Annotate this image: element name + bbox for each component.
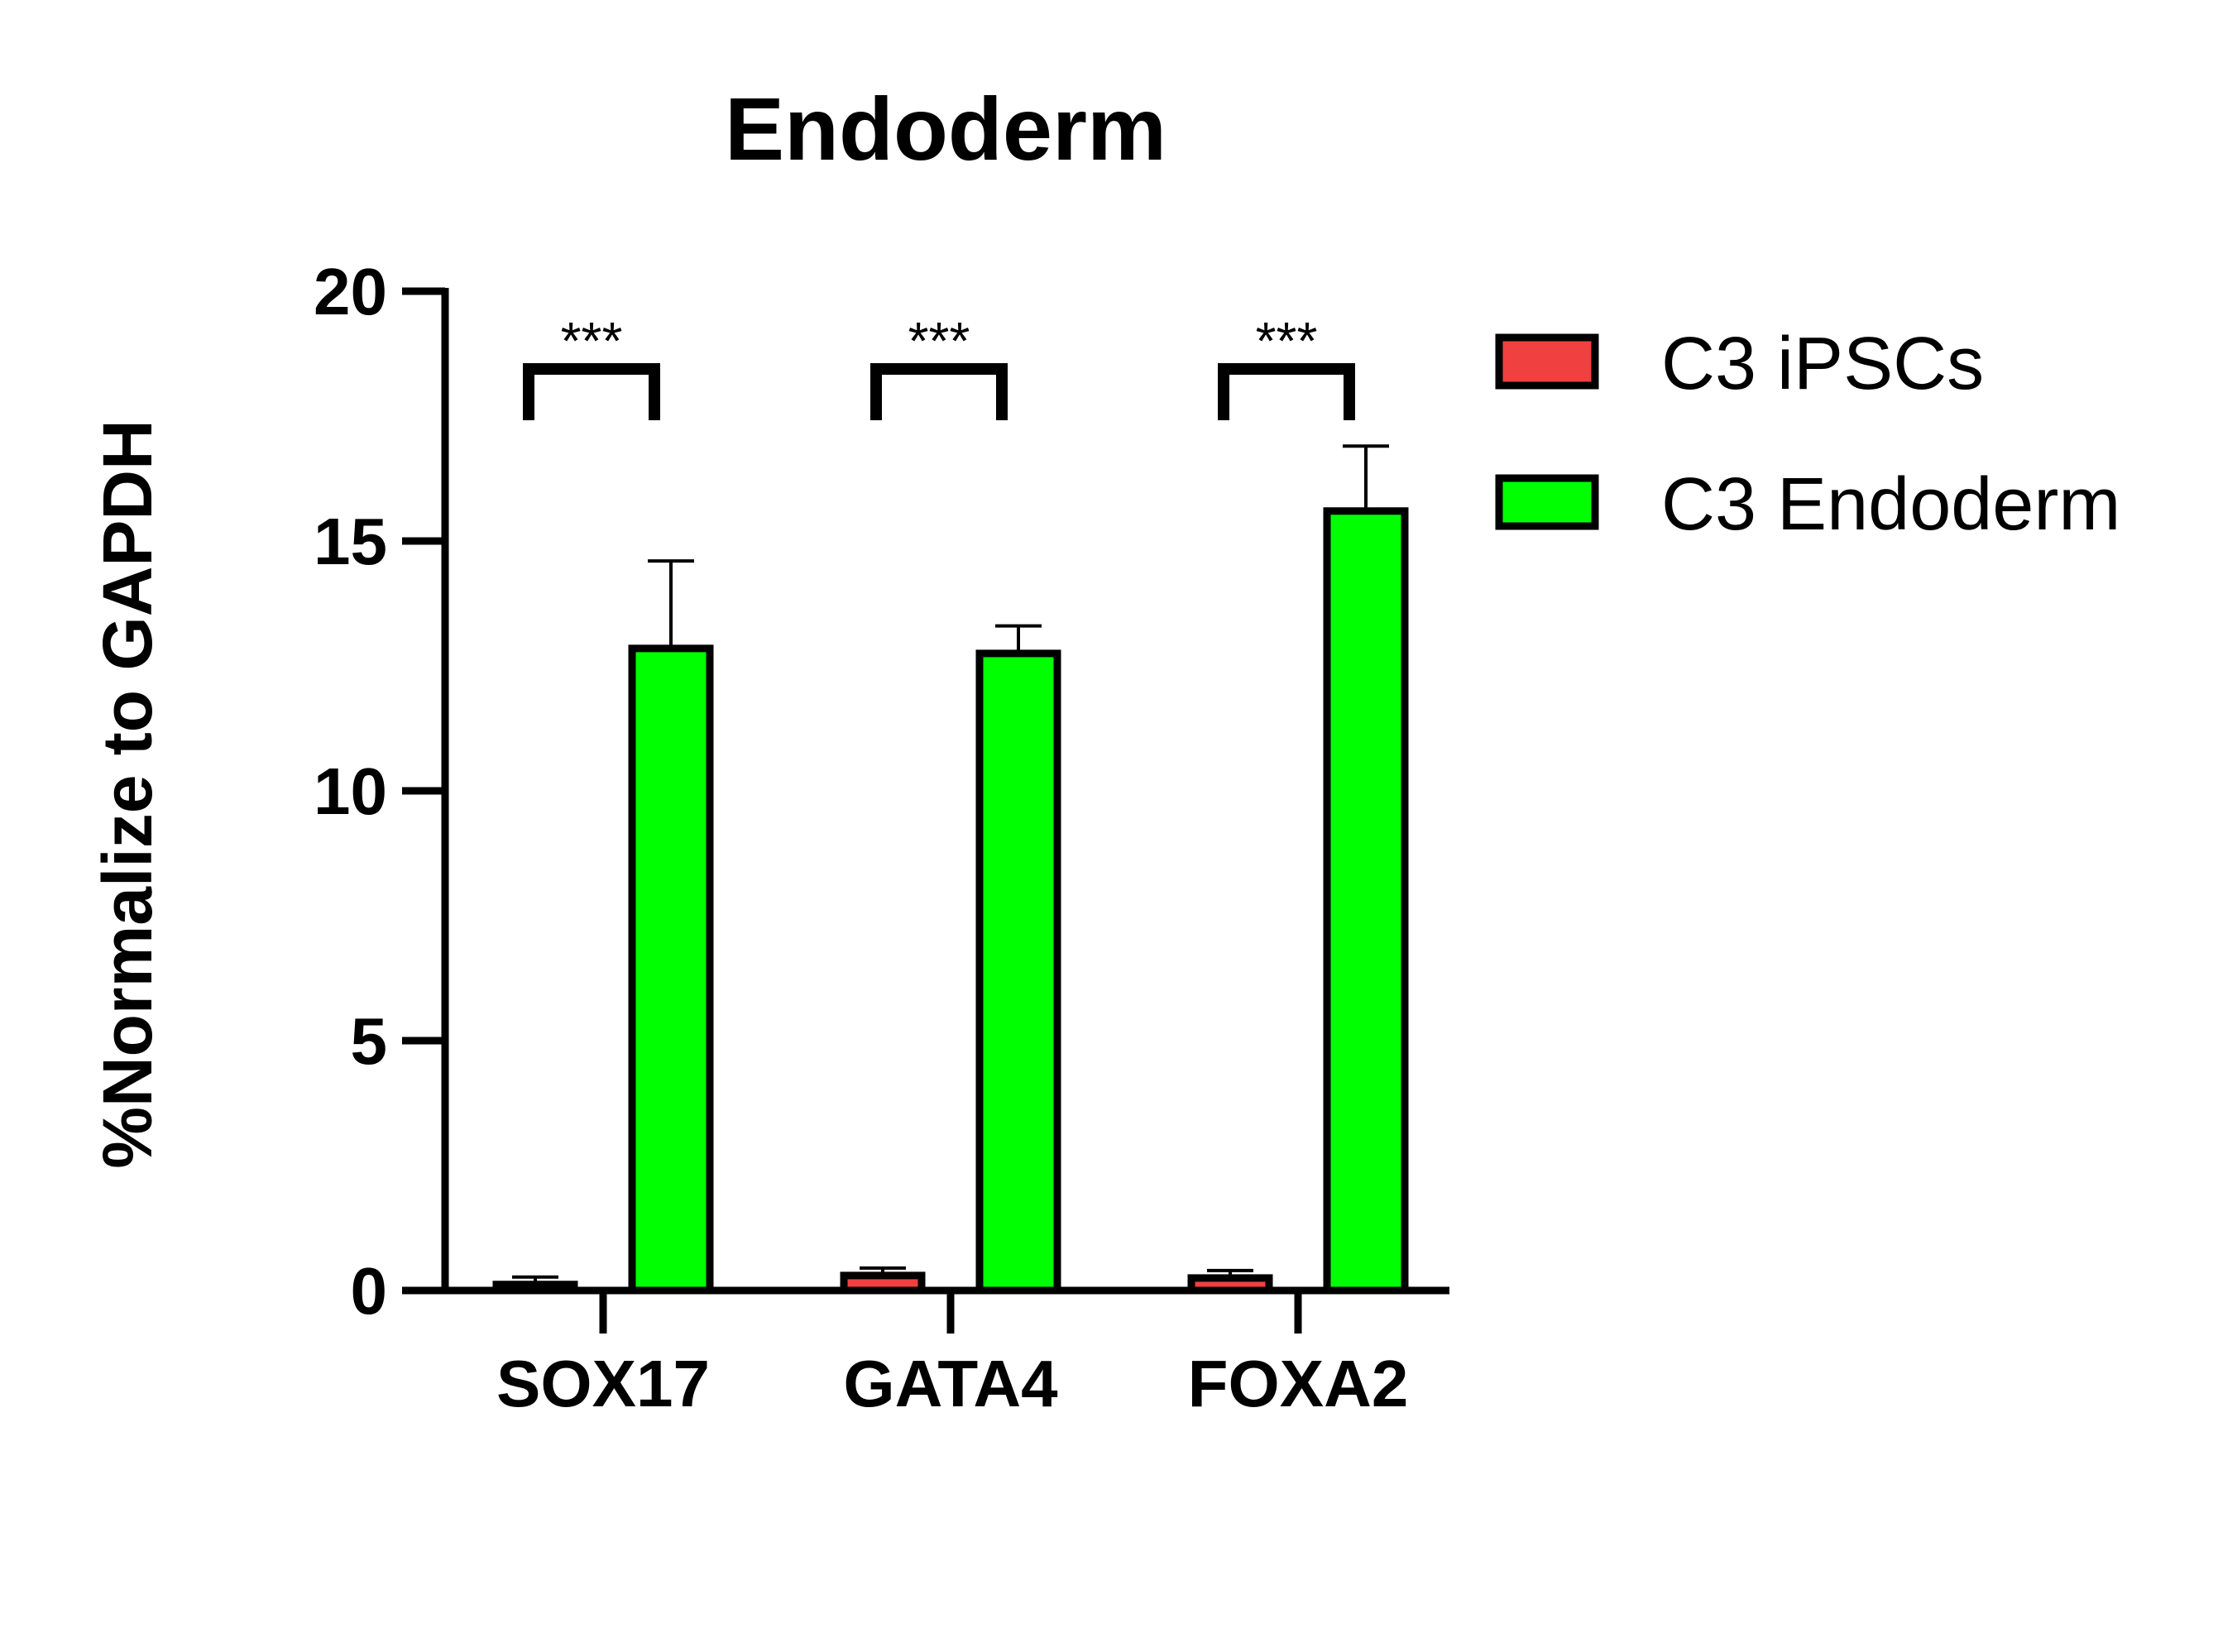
- significance-bracket: [523, 363, 660, 420]
- legend-swatch: [1495, 474, 1599, 530]
- legend: C3 iPSCs C3 Endoderm: [1495, 323, 2120, 546]
- x-tick-label: SOX17: [496, 1347, 710, 1420]
- significance-label: ***: [561, 311, 623, 371]
- y-tick-label: 20: [314, 255, 387, 328]
- legend-swatch: [1495, 333, 1599, 390]
- significance-group: *** *** ***: [523, 311, 1355, 420]
- x-tick-label: GATA4: [843, 1347, 1058, 1420]
- bar-c3-endoderm: [1323, 507, 1409, 1295]
- legend-label: C3 iPSCs: [1661, 323, 1984, 405]
- significance-bracket: [870, 363, 1008, 420]
- y-tick-label: 0: [351, 1254, 388, 1328]
- bar-c3-ipscs: [840, 1271, 926, 1295]
- bar-c3-ipscs: [492, 1281, 578, 1295]
- y-tick-label: 10: [314, 754, 387, 828]
- significance-label: ***: [1256, 311, 1318, 371]
- legend-label: C3 Endoderm: [1661, 463, 2120, 546]
- bars-group: [492, 444, 1409, 1295]
- y-axis-label: %Normalize to GAPDH: [89, 419, 166, 1168]
- bar-c3-endoderm: [628, 644, 714, 1295]
- y-tick-label: 5: [351, 1004, 388, 1078]
- bar-c3-ipscs: [1187, 1274, 1273, 1295]
- y-tick-label: 15: [314, 505, 387, 578]
- x-tick-label: FOXA2: [1188, 1347, 1409, 1420]
- axes: 0 5 10 15 20 SOX17 GATA4 FOXA2: [314, 255, 1449, 1420]
- significance-label: ***: [908, 311, 970, 371]
- chart-title: Endoderm: [725, 79, 1166, 179]
- bar-c3-endoderm: [975, 649, 1061, 1295]
- significance-bracket: [1218, 363, 1355, 420]
